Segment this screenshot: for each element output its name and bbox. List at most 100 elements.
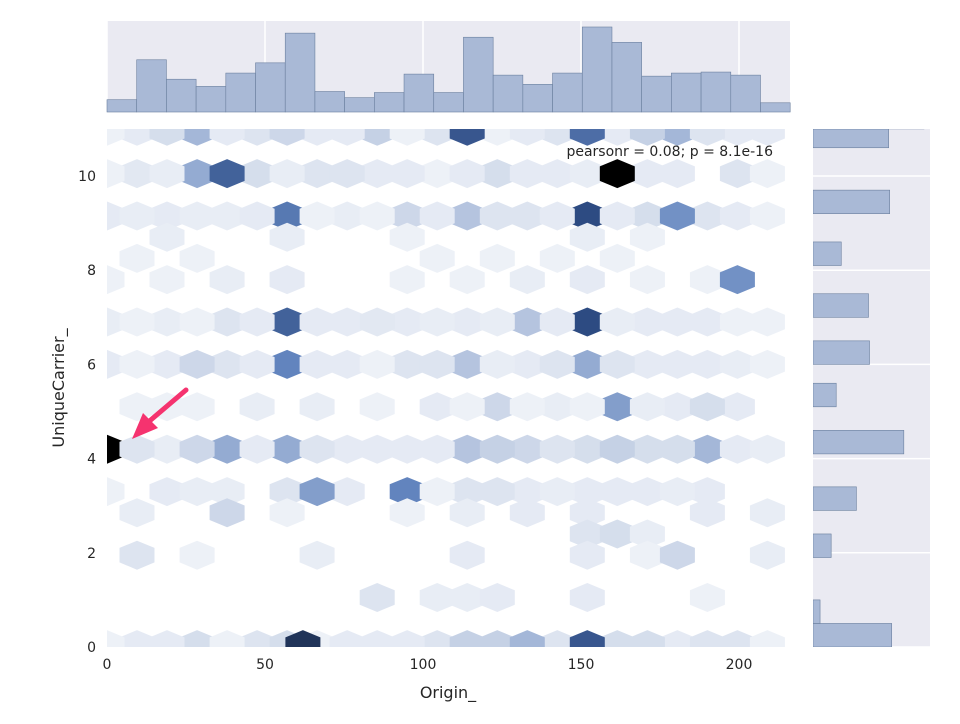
hexbin-cell [509, 630, 545, 647]
hexbin-cell [389, 307, 425, 337]
hexbin-cell [479, 434, 515, 464]
hexbin-cell [569, 349, 605, 379]
hexbin-cell [449, 477, 485, 507]
hexbin-cell [389, 349, 425, 379]
hexbin-cell [119, 392, 155, 422]
hexbin-cell [419, 201, 455, 231]
hexbin-cell [119, 243, 155, 273]
hexbin-cell [659, 349, 695, 379]
hexbin-cell [419, 477, 455, 507]
hexbin-cell [419, 349, 455, 379]
hexbin-cell [449, 265, 485, 295]
hexbin-cell [389, 477, 425, 507]
top-hist-bar [374, 92, 405, 113]
hexbin-cell [539, 307, 575, 337]
hexbin-cell [107, 129, 125, 146]
top-hist-bar [641, 75, 672, 113]
hexbin-cell [179, 434, 215, 464]
hexbin-cell [449, 349, 485, 379]
hexbin-cell [239, 349, 275, 379]
hexbin-cell [359, 159, 395, 189]
hexbin-cell [389, 222, 425, 252]
hexbin-cell [179, 243, 215, 273]
hexbin-cell [179, 477, 215, 507]
hexbin-cell [179, 307, 215, 337]
hexbin-cell [599, 201, 635, 231]
hexbin-cell [569, 434, 605, 464]
hexbin-cell [239, 434, 275, 464]
arrow-shaft [143, 387, 189, 427]
hexbin-cell [719, 159, 755, 189]
hexbin-cell [599, 519, 635, 549]
hexbin-cell [689, 129, 725, 146]
hexbin-cell [479, 349, 515, 379]
x-tick-label: 50 [256, 657, 274, 673]
hexbin-cell [659, 477, 695, 507]
hexbin-cell [299, 392, 335, 422]
hexbin-cell [209, 307, 245, 337]
hexbin-cell [659, 201, 695, 231]
hexbin-cell [107, 265, 125, 295]
right-hist-bar [813, 129, 889, 149]
right-hist-bar [813, 430, 905, 455]
hexbin-cell [449, 159, 485, 189]
hexbin-cell [359, 583, 395, 612]
hexbin-cell [689, 392, 725, 422]
hexbin-cell [359, 434, 395, 464]
hexbin-cell [269, 159, 305, 189]
hexbin-cell [119, 129, 155, 146]
hexbin-cell [749, 307, 785, 337]
hexbin-cell [479, 159, 515, 189]
hexbin-cell [719, 630, 755, 647]
top-hist-bar [403, 73, 435, 113]
hexbin-cell [149, 201, 185, 231]
top-hist-bar [225, 72, 256, 113]
hexbin-cell [569, 519, 605, 549]
stat-annotation: pearsonr = 0.08; p = 8.1e-16 [566, 144, 773, 160]
hexbin-cell [479, 392, 515, 422]
hexbin-cell [239, 129, 275, 146]
hexbin-cell [629, 307, 665, 337]
hexbin-cell [659, 129, 695, 146]
hexbin-cell [569, 159, 605, 189]
hexbin-cell [599, 630, 635, 647]
hexbin-cell [209, 265, 245, 295]
hexbin-cell [389, 159, 425, 189]
hexbin-cell [389, 434, 425, 464]
hexbin-cell [509, 498, 545, 528]
hexbin-cell [119, 159, 155, 189]
hexbin-cell [239, 392, 275, 422]
hexbin-cell [629, 129, 665, 146]
hexbin-cell [719, 201, 755, 231]
hexbin-cell [239, 159, 275, 189]
hexbin-cell [179, 201, 215, 231]
hexbin-cell [719, 307, 755, 337]
right-hist-bar [813, 241, 842, 266]
hexbin-cell [239, 201, 275, 231]
top-hist-bar [700, 71, 732, 113]
hexbin-cell [599, 159, 635, 189]
arrow-head [132, 413, 158, 439]
hexbin-cell [299, 159, 335, 189]
hexbin-cell [719, 129, 755, 146]
hexbin-cell [449, 434, 485, 464]
hexbin-cell [569, 265, 605, 295]
hexbin-cell [419, 243, 455, 273]
hexbin-cell [659, 540, 695, 570]
hexbin-cell [479, 201, 515, 231]
hexbin-cell [119, 349, 155, 379]
x-tick-label: 0 [103, 657, 112, 673]
hexbin-cell [629, 159, 665, 189]
hexbin-cell [359, 307, 395, 337]
hexbin-cell [539, 434, 575, 464]
hexbin-cell [107, 477, 125, 507]
hexbin-cell [389, 265, 425, 295]
hexbin-cell [299, 129, 335, 146]
top-hist-bar [552, 72, 583, 113]
top-hist-bar [611, 42, 642, 113]
hexbin-cell [569, 583, 605, 612]
right-hist-bar [813, 382, 837, 408]
hexbin-cell [359, 630, 395, 647]
hexbin-cell [599, 477, 635, 507]
